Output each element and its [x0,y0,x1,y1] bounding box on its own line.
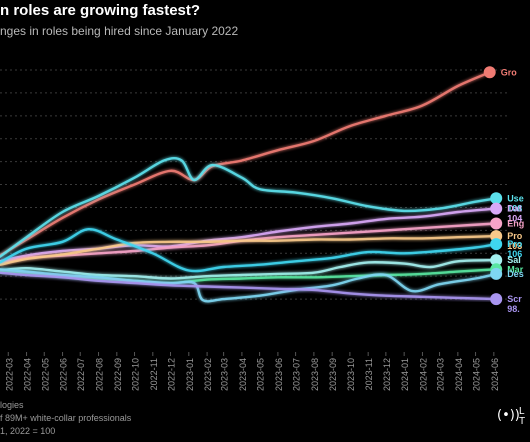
x-tick-label: 2023-04 [238,358,248,391]
series-label: Gro [501,67,518,77]
series-label: Sal [507,255,521,265]
series-value-label: 103 [507,241,522,251]
series-value-label: 104 [507,214,522,224]
series-end-marker [490,202,503,215]
x-tick-label: 2022-09 [113,358,123,391]
series-line [0,234,498,266]
series-line [0,222,498,265]
series-end-marker [490,217,503,230]
x-tick-label: 2023-08 [310,358,320,391]
chart-title: n roles are growing fastest? [0,2,201,19]
x-tick-label: 2023-05 [256,358,266,391]
broadcast-icon: (•)) [497,408,520,423]
x-tick-label: 2022-03 [4,358,14,391]
x-tick-label: 2023-01 [185,358,195,391]
series-end-marker [490,293,503,306]
x-tick-label: 2022-08 [95,358,105,391]
series-line [0,271,498,301]
series-line [0,71,491,257]
x-tick-label: 2022-04 [23,358,33,391]
x-tick-label: 2023-10 [346,358,356,391]
series-end-marker [490,267,503,280]
brand-logo-letter-1: L [519,407,525,417]
series-end-marker [490,192,503,205]
x-tick-label: 2024-04 [454,358,464,391]
x-tick-label: 2023-03 [220,358,230,391]
x-tick-label: 2024-02 [418,358,428,391]
series-line [0,268,498,303]
series-label: Des [507,269,524,279]
series-end-marker [490,254,503,267]
series-label: Mar [507,264,524,274]
series-label: Use [507,193,524,203]
series-label: Pro [507,239,523,249]
series-label: Dat [507,204,522,214]
x-tick-label: 2023-07 [292,358,302,391]
x-tick-label: 2023-09 [328,358,338,391]
series-line [0,258,498,280]
x-tick-label: 2023-06 [274,358,284,391]
series-line [0,207,498,263]
x-tick-label: 2024-06 [490,358,500,391]
x-tick-label: 2022-06 [59,358,69,391]
x-tick-label: 2024-01 [400,358,410,391]
series-label: Eng [507,218,524,228]
x-tick-label: 2023-12 [382,358,392,391]
series-end-marker [483,66,496,79]
footer-source: logies [0,400,24,410]
series-label: Pro [507,231,523,241]
x-tick-label: 2023-02 [203,358,213,391]
footer-sample: f 89M+ white-collar professionals [0,413,132,423]
footer-index-note: 1, 2022 = 100 [0,426,56,436]
series-line [0,156,498,258]
x-tick-label: 2023-11 [364,358,374,390]
x-tick-label: 2022-07 [76,358,86,391]
brand-logo-letter-2: T [519,416,526,427]
x-tick-label: 2024-05 [472,358,482,391]
series-label: Scr [507,294,522,304]
series-value-label: 108 [507,203,522,213]
x-tick-label: 2022-05 [40,358,50,391]
series-value-label: 98. [507,304,520,314]
x-tick-label: 2022-11 [149,358,159,390]
series-value-label: 106 [507,249,522,259]
chart-subtitle: nges in roles being hired since January … [0,24,239,38]
x-tick-label: 2024-03 [436,358,446,391]
brand-logo-text: L T [519,407,530,427]
series-line [0,227,498,273]
series-end-marker [490,238,503,251]
x-tick-label: 2022-12 [167,358,177,391]
x-tick-label: 2022-10 [131,358,141,391]
